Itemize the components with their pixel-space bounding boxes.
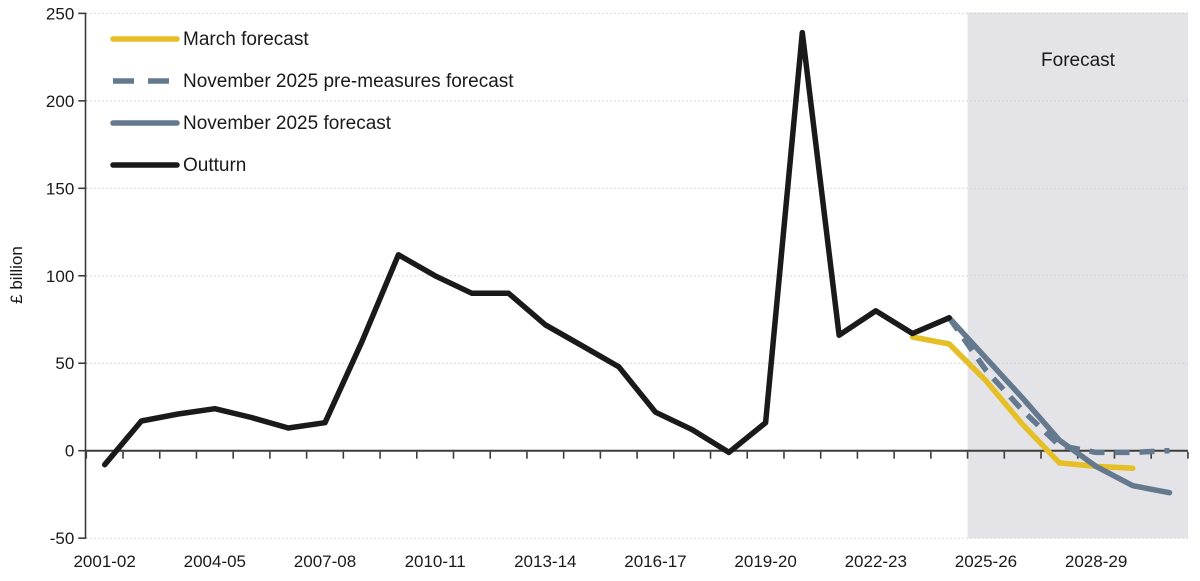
x-axis-labels: 2001-02 2004-05 2007-08 2010-11 2013-14 2016-… bbox=[73, 552, 1127, 571]
legend-label-outturn: Outturn bbox=[183, 155, 246, 176]
series-line-november-2025-pre-measures-forecast bbox=[946, 316, 1170, 456]
legend-label-november-pre-measures: November 2025 pre-measures forecast bbox=[183, 71, 514, 92]
series-line-november-2025-forecast bbox=[946, 315, 1173, 496]
x-tick-label-2019-20: 2019-20 bbox=[734, 552, 796, 571]
series-line-outturn bbox=[101, 29, 952, 468]
x-axis-ticks bbox=[85, 451, 1189, 459]
x-tick-label-2025-26: 2025-26 bbox=[955, 552, 1017, 571]
x-tick-label-2004-05: 2004-05 bbox=[184, 552, 246, 571]
y-axis-labels: 250 200 150 100 50 0 -50 bbox=[46, 4, 74, 548]
x-tick-label-2013-14: 2013-14 bbox=[514, 552, 576, 571]
legend-label-march-forecast: March forecast bbox=[183, 29, 309, 50]
x-tick-label-2028-29: 2028-29 bbox=[1065, 552, 1127, 571]
y-tick-label-200: 200 bbox=[46, 92, 74, 111]
x-tick-label-2022-23: 2022-23 bbox=[845, 552, 907, 571]
y-axis-ticks bbox=[78, 12, 87, 539]
forecast-region-label: Forecast bbox=[1041, 50, 1116, 71]
y-tick-label-50: 50 bbox=[55, 354, 74, 373]
x-tick-label-2007-08: 2007-08 bbox=[294, 552, 356, 571]
y-axis-title: £ billion bbox=[7, 246, 26, 304]
x-tick-label-2010-11: 2010-11 bbox=[405, 552, 466, 571]
y-tick-label-150: 150 bbox=[46, 179, 74, 198]
y-tick-label-250: 250 bbox=[46, 4, 74, 23]
y-tick-label--50: -50 bbox=[50, 529, 75, 548]
data-series bbox=[101, 29, 1173, 496]
x-tick-label-2001-02: 2001-02 bbox=[73, 552, 135, 571]
legend: March forecast November 2025 pre-measure… bbox=[110, 29, 514, 176]
y-tick-label-100: 100 bbox=[46, 267, 74, 286]
y-tick-label-0: 0 bbox=[65, 442, 74, 461]
legend-label-november-forecast: November 2025 forecast bbox=[183, 113, 392, 134]
x-tick-label-2016-17: 2016-17 bbox=[624, 552, 686, 571]
